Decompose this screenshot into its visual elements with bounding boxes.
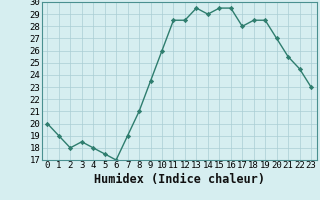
X-axis label: Humidex (Indice chaleur): Humidex (Indice chaleur) [94, 173, 265, 186]
